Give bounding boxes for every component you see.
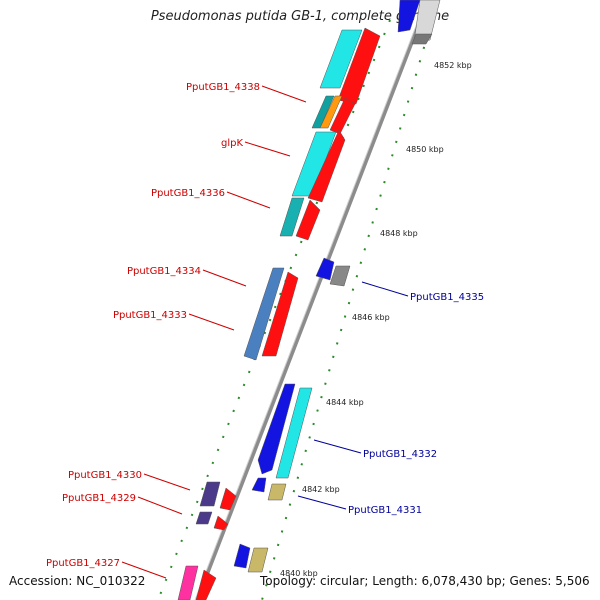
gene-block-reverse[interactable] <box>411 33 433 45</box>
gene-block-reverse[interactable] <box>413 0 441 43</box>
gene-block-reverse[interactable] <box>233 543 251 569</box>
gene-label[interactable]: PputGB1_4331 <box>348 505 422 516</box>
label-leader-line <box>226 191 271 209</box>
kbp-tick-label: 4844 kbp <box>326 398 364 407</box>
gene-block-forward[interactable] <box>213 515 229 531</box>
gene-label[interactable]: PputGB1_4330 <box>68 470 142 481</box>
gene-label[interactable]: PputGB1_4334 <box>127 266 201 277</box>
gene-block-reverse[interactable] <box>257 383 296 475</box>
gene-labels: PputGB1_4338 glpK PputGB1_4336 PputGB1_4334… <box>46 82 484 579</box>
gene-block-reverse[interactable] <box>329 265 351 287</box>
gene-block-forward[interactable] <box>279 197 305 237</box>
accession-text: Accession: NC_010322 <box>9 574 146 588</box>
gene-block-forward[interactable] <box>177 565 199 600</box>
gene-block-forward[interactable] <box>295 199 321 241</box>
map-title: Pseudomonas putida GB-1, complete genome <box>150 9 450 24</box>
label-leader-line <box>202 269 247 287</box>
label-leader-line <box>361 281 409 297</box>
gene-block-forward[interactable] <box>195 511 213 525</box>
gene-label[interactable]: PputGB1_4333 <box>113 310 187 321</box>
gene-label[interactable]: PputGB1_4335 <box>410 292 484 303</box>
gene-label[interactable]: glpK <box>221 138 243 149</box>
gene-block-reverse[interactable] <box>251 477 267 493</box>
gene-block-reverse[interactable] <box>397 0 421 33</box>
label-leader-line <box>143 473 191 491</box>
label-leader-line <box>244 141 291 157</box>
label-leader-line <box>121 561 167 579</box>
gene-block-reverse[interactable] <box>275 387 313 479</box>
gene-label[interactable]: PputGB1_4338 <box>186 82 260 93</box>
gene-label[interactable]: PputGB1_4332 <box>363 449 437 460</box>
gene-block-forward[interactable] <box>337 27 381 105</box>
genome-summary-text: Topology: circular; Length: 6,078,430 bp… <box>260 574 590 588</box>
kbp-tick-label: 4840 kbp <box>280 569 318 578</box>
gene-label[interactable]: PputGB1_4329 <box>62 493 136 504</box>
kbp-tick-label: 4848 kbp <box>380 229 418 238</box>
kbp-tick-label: 4850 kbp <box>406 145 444 154</box>
label-leader-line <box>297 495 347 510</box>
gene-features <box>177 0 441 600</box>
label-leader-line <box>261 85 307 103</box>
gene-block-forward[interactable] <box>319 95 343 129</box>
genome-backbone <box>195 0 430 600</box>
gene-block-forward[interactable] <box>195 569 217 600</box>
kbp-ticks: 4852 kbp 4850 kbp 4848 kbp 4846 kbp 4844 kbp… <box>280 61 472 578</box>
label-leader-line <box>313 439 362 454</box>
label-leader-line <box>188 313 235 331</box>
gene-block-forward[interactable] <box>243 267 285 361</box>
gene-block-forward[interactable] <box>261 271 299 357</box>
kbp-tick-label: 4846 kbp <box>352 313 390 322</box>
label-leader-line <box>137 496 183 515</box>
gene-label[interactable]: PputGB1_4336 <box>151 188 225 199</box>
gene-block-forward[interactable] <box>307 129 346 203</box>
kbp-tick-label: 4852 kbp <box>434 61 472 70</box>
kbp-tick-label: 4842 kbp <box>302 485 340 494</box>
gene-block-reverse[interactable] <box>247 547 269 573</box>
gene-block-forward[interactable] <box>199 481 221 507</box>
gene-block-forward[interactable] <box>319 29 363 89</box>
gene-block-forward[interactable] <box>219 487 237 511</box>
gene-block-reverse[interactable] <box>267 483 287 501</box>
gene-label[interactable]: PputGB1_4327 <box>46 558 120 569</box>
gene-block-reverse[interactable] <box>315 257 335 281</box>
